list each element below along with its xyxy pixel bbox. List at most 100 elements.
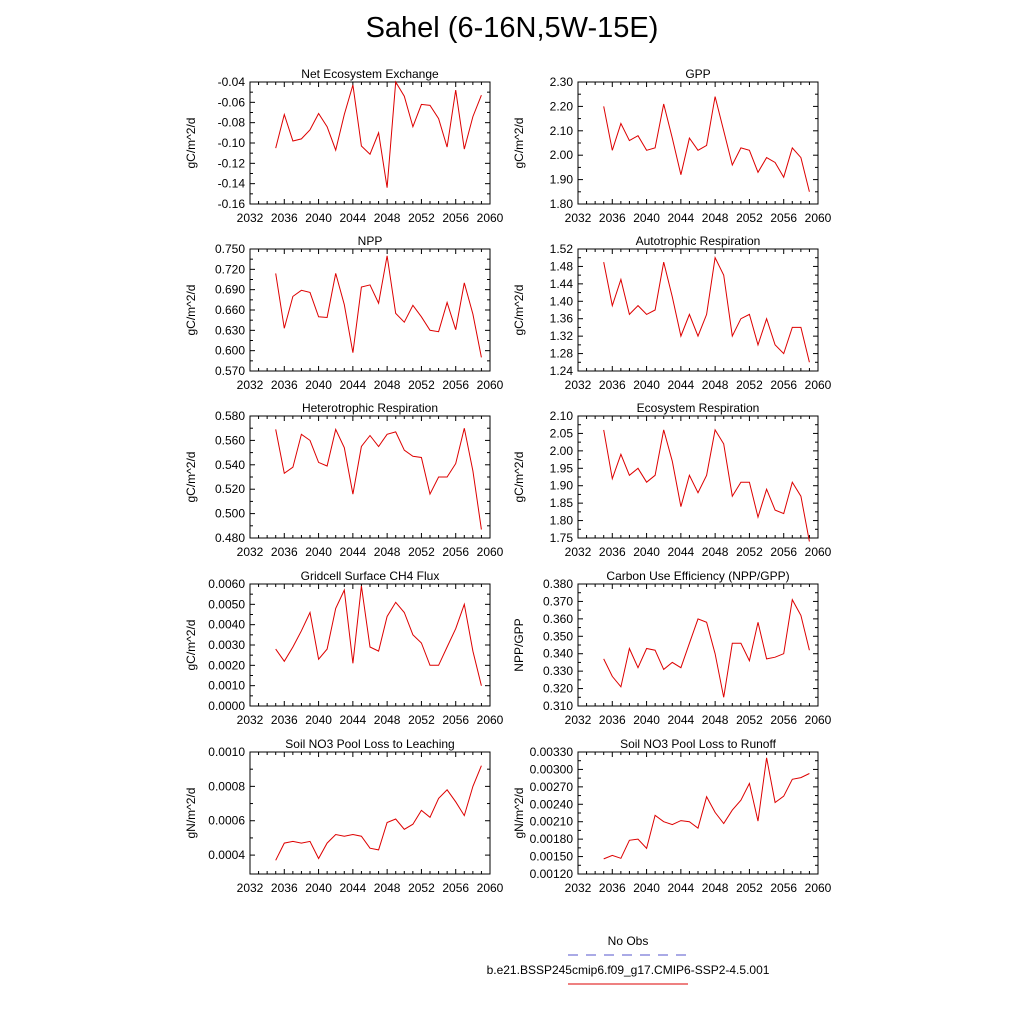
panel-title: Soil NO3 Pool Loss to Runoff bbox=[620, 737, 777, 751]
x-tick-label: 2048 bbox=[374, 713, 401, 727]
y-axis-label: gC/m^2/d bbox=[184, 620, 198, 671]
y-tick-label: 0.00150 bbox=[530, 850, 574, 864]
y-tick-label: -0.08 bbox=[218, 116, 246, 130]
x-tick-label: 2056 bbox=[442, 881, 469, 895]
x-tick-label: 2056 bbox=[770, 378, 797, 392]
y-tick-label: 1.44 bbox=[550, 277, 574, 291]
y-tick-label: 0.330 bbox=[543, 664, 573, 678]
x-tick-label: 2060 bbox=[805, 378, 832, 392]
panel-title: NPP bbox=[358, 234, 383, 248]
x-tick-label: 2060 bbox=[477, 211, 504, 225]
series-line bbox=[603, 428, 810, 542]
x-tick-label: 2044 bbox=[340, 211, 367, 225]
x-tick-label: 2048 bbox=[702, 713, 729, 727]
y-tick-label: 2.20 bbox=[550, 99, 574, 113]
plot-frame bbox=[249, 415, 491, 539]
x-tick-label: 2040 bbox=[633, 881, 660, 895]
x-tick-label: 2036 bbox=[271, 881, 298, 895]
x-tick-label: 2044 bbox=[668, 713, 695, 727]
y-tick-label: 0.360 bbox=[543, 612, 573, 626]
x-tick-label: 2048 bbox=[702, 545, 729, 559]
x-tick-label: 2040 bbox=[633, 378, 660, 392]
x-tick-label: 2048 bbox=[374, 378, 401, 392]
y-axis-label: gN/m^2/d bbox=[184, 788, 198, 839]
panel-title: Net Ecosystem Exchange bbox=[301, 67, 439, 81]
y-axis-label: gC/m^2/d bbox=[184, 118, 198, 169]
x-tick-label: 2052 bbox=[408, 378, 435, 392]
y-tick-label: -0.12 bbox=[218, 156, 246, 170]
x-tick-label: 2060 bbox=[805, 211, 832, 225]
x-tick-label: 2032 bbox=[565, 211, 592, 225]
plot-frame bbox=[249, 751, 491, 875]
panel-title: Heterotrophic Respiration bbox=[302, 401, 438, 415]
y-tick-label: 1.40 bbox=[550, 294, 574, 308]
x-tick-label: 2056 bbox=[442, 545, 469, 559]
y-tick-label: -0.06 bbox=[218, 95, 246, 109]
y-axis-label: gN/m^2/d bbox=[512, 788, 526, 839]
series-line bbox=[275, 765, 482, 861]
x-tick-label: 2040 bbox=[305, 545, 332, 559]
x-tick-label: 2048 bbox=[702, 881, 729, 895]
y-axis-label: NPP/GPP bbox=[512, 618, 526, 671]
series-line bbox=[275, 255, 482, 358]
x-tick-label: 2040 bbox=[305, 211, 332, 225]
y-tick-label: 2.00 bbox=[550, 444, 574, 458]
y-tick-label: 0.320 bbox=[543, 682, 573, 696]
y-tick-label: -0.16 bbox=[218, 197, 246, 211]
y-tick-label: 1.90 bbox=[550, 173, 574, 187]
y-tick-label: 1.80 bbox=[550, 514, 574, 528]
x-tick-label: 2036 bbox=[599, 211, 626, 225]
x-tick-label: 2036 bbox=[271, 713, 298, 727]
y-tick-label: 0.00270 bbox=[530, 780, 574, 794]
y-tick-label: 0.0010 bbox=[208, 679, 245, 693]
x-tick-label: 2032 bbox=[565, 713, 592, 727]
x-tick-label: 2036 bbox=[599, 545, 626, 559]
x-tick-label: 2052 bbox=[736, 211, 763, 225]
y-tick-label: 0.370 bbox=[543, 594, 573, 608]
plot-frame bbox=[577, 81, 819, 205]
y-tick-label: 0.660 bbox=[215, 303, 245, 317]
x-tick-label: 2044 bbox=[668, 545, 695, 559]
series-line bbox=[603, 757, 810, 860]
x-tick-label: 2048 bbox=[702, 211, 729, 225]
x-tick-label: 2052 bbox=[736, 881, 763, 895]
y-tick-label: 2.10 bbox=[550, 124, 574, 138]
x-tick-label: 2052 bbox=[408, 881, 435, 895]
x-tick-label: 2036 bbox=[599, 378, 626, 392]
y-tick-label: 0.0040 bbox=[208, 618, 245, 632]
y-tick-label: 0.0020 bbox=[208, 658, 245, 672]
y-tick-label: 1.48 bbox=[550, 259, 574, 273]
x-tick-label: 2056 bbox=[770, 211, 797, 225]
x-tick-label: 2048 bbox=[374, 211, 401, 225]
y-axis-label: gC/m^2/d bbox=[184, 285, 198, 336]
x-tick-label: 2044 bbox=[340, 713, 367, 727]
x-tick-label: 2044 bbox=[668, 211, 695, 225]
x-tick-label: 2044 bbox=[340, 881, 367, 895]
y-tick-label: 0.00240 bbox=[530, 797, 574, 811]
x-tick-label: 2044 bbox=[668, 378, 695, 392]
x-tick-label: 2060 bbox=[477, 881, 504, 895]
panel-title: Gridcell Surface CH4 Flux bbox=[301, 569, 440, 583]
series-line bbox=[603, 598, 810, 698]
x-tick-label: 2044 bbox=[340, 378, 367, 392]
y-tick-label: 0.0050 bbox=[208, 597, 245, 611]
x-tick-label: 2048 bbox=[702, 378, 729, 392]
x-tick-label: 2056 bbox=[770, 545, 797, 559]
y-tick-label: 0.600 bbox=[215, 344, 245, 358]
y-tick-label: 0.00120 bbox=[530, 867, 574, 881]
y-tick-label: 0.750 bbox=[215, 242, 245, 256]
series-line bbox=[603, 256, 810, 363]
x-tick-label: 2052 bbox=[408, 713, 435, 727]
y-tick-label: 1.28 bbox=[550, 347, 574, 361]
y-tick-label: 0.520 bbox=[215, 482, 245, 496]
y-axis-label: gC/m^2/d bbox=[512, 452, 526, 503]
y-tick-label: 1.24 bbox=[550, 364, 574, 378]
x-tick-label: 2032 bbox=[565, 378, 592, 392]
x-tick-label: 2044 bbox=[340, 545, 367, 559]
y-tick-label: 1.75 bbox=[550, 531, 574, 545]
series-line bbox=[275, 80, 482, 188]
x-tick-label: 2056 bbox=[442, 378, 469, 392]
panel-title: Ecosystem Respiration bbox=[637, 401, 760, 415]
y-tick-label: 0.0004 bbox=[208, 848, 245, 862]
y-tick-label: 2.10 bbox=[550, 409, 574, 423]
